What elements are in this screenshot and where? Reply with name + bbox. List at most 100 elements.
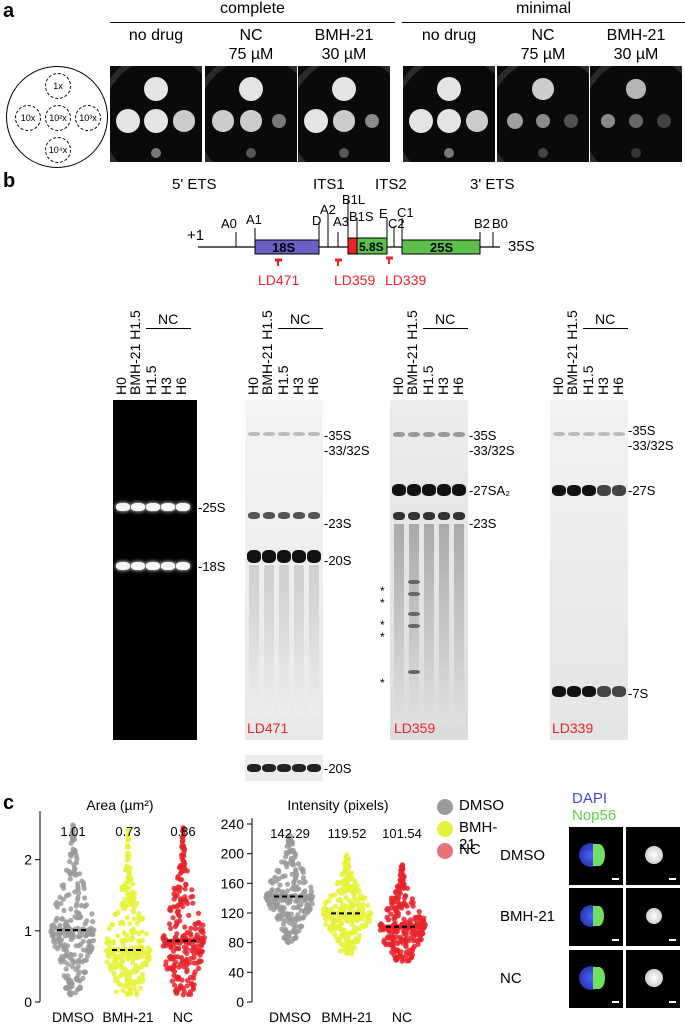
site-e: E (379, 206, 388, 221)
data-point (82, 921, 88, 927)
data-point (71, 862, 77, 868)
nucleolus-nop56 (593, 967, 605, 989)
data-point (328, 907, 334, 913)
nc-bracket-label: NC (435, 311, 456, 327)
micro-merge-3 (569, 950, 623, 1008)
data-point (182, 861, 188, 867)
smear (279, 565, 289, 715)
panel-c-letter: c (3, 792, 15, 814)
data-point (344, 950, 350, 956)
colony-spot (240, 110, 262, 132)
data-point (54, 915, 60, 921)
data-point (63, 966, 69, 972)
data-point (292, 876, 298, 882)
loading-band (292, 764, 306, 772)
data-point (113, 911, 119, 917)
data-point (176, 946, 182, 952)
data-point (125, 851, 132, 857)
group-minimal-line (402, 22, 685, 23)
band-35s (393, 432, 405, 437)
nc-bracket-line (583, 328, 628, 329)
legend-label-bmh21: BMH-21 (459, 819, 498, 853)
lane-header-bmh: BMH-21 H1.5 (564, 310, 580, 395)
data-point (72, 990, 79, 996)
data-point (124, 885, 130, 891)
data-point (354, 883, 360, 889)
data-point (76, 957, 82, 963)
dilution-spot-2: 10x (15, 105, 41, 131)
probe-ld339-label: LD339 (385, 272, 427, 288)
blot2-mark-23s: -23S (324, 516, 352, 531)
colony-spot (173, 110, 195, 132)
data-point (68, 853, 74, 859)
data-point (109, 922, 115, 928)
data-point (300, 880, 306, 886)
blot4-mark-27s: -27S (628, 483, 656, 498)
data-point (332, 916, 338, 922)
legend-swatch-dmso (437, 799, 453, 815)
x-category-label: NC (173, 1009, 193, 1025)
data-point (50, 929, 56, 935)
data-point (397, 934, 403, 940)
data-point (274, 915, 280, 921)
data-point (166, 921, 173, 927)
data-point (68, 917, 74, 924)
data-point (289, 861, 296, 868)
site-b1s: B1S (349, 209, 374, 224)
data-point (181, 832, 187, 838)
data-point (196, 965, 202, 971)
band-20s (277, 550, 291, 563)
data-point (61, 946, 67, 952)
data-point (57, 957, 63, 963)
band-35s (598, 432, 610, 436)
data-point (143, 962, 149, 968)
band-20s (262, 550, 276, 563)
micro-gray-1 (626, 827, 680, 885)
data-point (399, 958, 405, 964)
data-point (288, 833, 294, 840)
data-point (341, 915, 347, 921)
data-point (186, 912, 192, 918)
data-point (408, 900, 414, 906)
data-point (298, 907, 304, 914)
data-point (73, 976, 79, 982)
data-point (396, 902, 403, 909)
data-point (75, 884, 81, 890)
data-point (139, 953, 145, 960)
data-point (130, 959, 136, 965)
blot3-star: * (380, 596, 385, 610)
data-point (61, 973, 67, 979)
data-point (120, 942, 126, 948)
blot3-probe-label: LD359 (394, 720, 436, 736)
data-point (388, 911, 394, 917)
y-tick-label: 200 (221, 846, 245, 862)
data-point (309, 901, 315, 907)
lane-header-bmh: BMH-21 H1.5 (259, 310, 275, 395)
data-point (175, 875, 181, 881)
data-point (130, 907, 136, 914)
panel-b-letter: b (3, 170, 16, 192)
band-23s (263, 512, 275, 519)
colony-spot (212, 110, 234, 132)
data-point (65, 976, 71, 982)
smear (264, 565, 274, 715)
band-7s (597, 686, 611, 697)
dilution-spot-5: 10⁴x (45, 137, 71, 163)
data-point (67, 876, 73, 882)
colony-spot (443, 147, 455, 159)
blot2-mark-35s: -35S (324, 428, 352, 443)
data-point (393, 947, 399, 953)
data-point (107, 964, 113, 970)
plate-label-6-line1: BMH-21 (606, 27, 666, 44)
dilution-spot-4: 10³x (75, 105, 101, 131)
plate-label-3-line1: BMH-21 (314, 27, 374, 44)
colony-spot (271, 113, 287, 129)
data-point (84, 953, 91, 959)
data-point (69, 983, 75, 989)
data-point (402, 893, 408, 899)
data-point (412, 917, 418, 923)
data-point (68, 840, 74, 846)
data-point (129, 900, 135, 906)
lane-label-h0: H0 (245, 377, 261, 395)
blot2-probe-label: LD471 (247, 720, 289, 736)
